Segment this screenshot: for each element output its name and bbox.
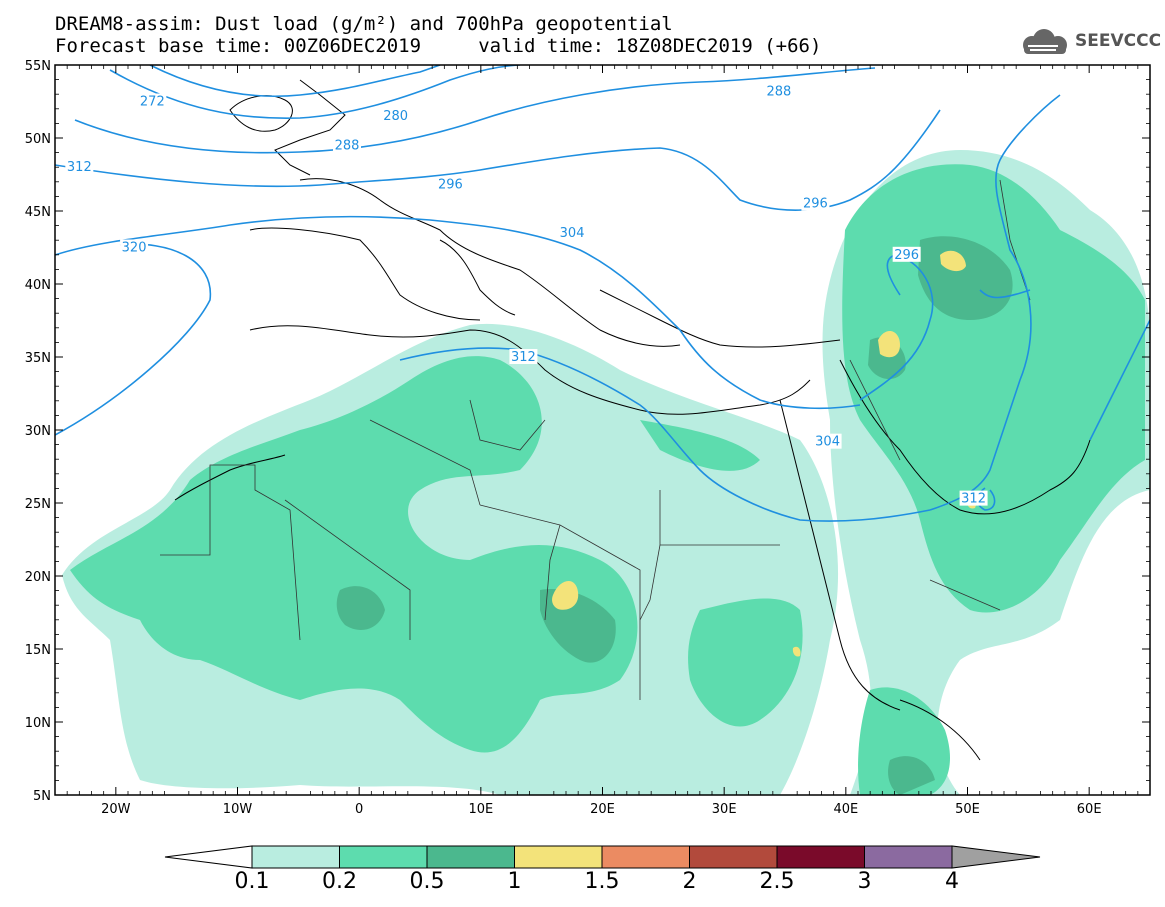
lon-tick-label: 10W bbox=[223, 802, 253, 817]
logo-text: SEEVCCC bbox=[1075, 31, 1162, 51]
contour-label-bg bbox=[892, 246, 921, 262]
lat-tick-label: 40N bbox=[25, 278, 51, 293]
contour-label: 304 bbox=[815, 435, 840, 450]
colorbar-min-arrow bbox=[164, 845, 253, 869]
contour-label: 312 bbox=[511, 350, 536, 365]
lat-tick-label: 50N bbox=[25, 132, 51, 147]
lat-tick-label: 30N bbox=[25, 424, 51, 439]
contour-label: 296 bbox=[803, 197, 828, 212]
contour-label-bg bbox=[959, 490, 988, 506]
lon-tick-label: 0 bbox=[355, 802, 363, 817]
contour-labels: 272 280 288 288 296 296 296 304 304 312 312 312 320 bbox=[65, 83, 988, 507]
contour-label-bg bbox=[436, 176, 465, 192]
colorbar-swatch bbox=[776, 845, 865, 869]
contour-label: 312 bbox=[961, 492, 986, 507]
colorbar: 0.1 0.2 0.5 1 1.5 2 2.5 3 4 bbox=[164, 845, 1041, 894]
colorbar-tick-label: 0.5 bbox=[410, 869, 445, 894]
colorbar-max-arrow bbox=[951, 845, 1041, 869]
latitude-ticks: 55N 50N 45N 40N 35N 30N 25N 20N 15N 10N 5N bbox=[25, 59, 1150, 804]
colorbar-tick-label: 1 bbox=[508, 869, 522, 894]
lon-tick-label: 20E bbox=[590, 802, 615, 817]
colorbar-tick-label: 4 bbox=[945, 869, 959, 894]
lat-tick-label: 10N bbox=[25, 716, 51, 731]
contour-label-bg bbox=[764, 83, 793, 99]
contour-label-bg bbox=[381, 108, 410, 124]
colorbar-tick-label: 2.5 bbox=[760, 869, 795, 894]
coastlines bbox=[174, 79, 1091, 761]
contour-label: 288 bbox=[767, 84, 792, 99]
lat-tick-label: 45N bbox=[25, 205, 51, 220]
map-title: DREAM8-assim: Dust load (g/m²) and 700hP… bbox=[55, 13, 673, 35]
contour-label: 320 bbox=[122, 241, 147, 256]
lon-tick-label: 40E bbox=[833, 802, 858, 817]
colorbar-swatch bbox=[864, 845, 953, 869]
colorbar-tick-label: 0.2 bbox=[322, 869, 357, 894]
dust-shading-medium bbox=[70, 164, 1145, 795]
lat-tick-label: 15N bbox=[25, 643, 51, 658]
contour-label-bg bbox=[138, 93, 167, 109]
contour-label-bg bbox=[65, 159, 94, 175]
lat-tick-label: 25N bbox=[25, 497, 51, 512]
lon-tick-label: 50E bbox=[955, 802, 980, 817]
lat-tick-label: 35N bbox=[25, 351, 51, 366]
map-subtitle: Forecast base time: 00Z06DEC2019 valid t… bbox=[55, 35, 822, 57]
lon-tick-label: 20W bbox=[101, 802, 131, 817]
colorbar-tick-label: 1.5 bbox=[585, 869, 620, 894]
contour-label-bg bbox=[558, 224, 587, 240]
longitude-ticks: 20W 10W 0 10E 20E 30E 40E 50E 60E bbox=[66, 65, 1139, 817]
colorbar-tick-label: 0.1 bbox=[235, 869, 270, 894]
country-borders bbox=[160, 179, 1031, 700]
lon-tick-label: 10E bbox=[468, 802, 493, 817]
colorbar-swatch bbox=[339, 845, 428, 869]
colorbar-tick-label: 3 bbox=[858, 869, 872, 894]
contour-label: 312 bbox=[67, 160, 92, 175]
contour-label-bg bbox=[333, 137, 361, 153]
contour-label: 304 bbox=[560, 226, 585, 241]
contour-label: 296 bbox=[894, 248, 919, 263]
lat-tick-label: 5N bbox=[33, 789, 51, 804]
contour-label: 280 bbox=[383, 109, 408, 124]
lat-tick-label: 55N bbox=[25, 59, 51, 74]
contour-label-bg bbox=[801, 195, 830, 211]
contour-label-bg bbox=[509, 349, 538, 364]
contour-label-bg bbox=[120, 239, 149, 255]
lon-tick-label: 60E bbox=[1077, 802, 1102, 817]
colorbar-swatch bbox=[601, 845, 690, 869]
colorbar-swatch bbox=[514, 845, 603, 869]
lat-tick-label: 20N bbox=[25, 570, 51, 585]
contour-label: 296 bbox=[438, 178, 463, 193]
contour-label: 272 bbox=[140, 95, 165, 110]
colorbar-swatch bbox=[251, 845, 340, 869]
lon-tick-label: 30E bbox=[712, 802, 737, 817]
contour-label: 288 bbox=[335, 138, 360, 153]
contour-label-bg bbox=[813, 433, 842, 449]
colorbar-swatch bbox=[426, 845, 515, 869]
cloud-icon bbox=[1023, 29, 1067, 54]
colorbar-tick-label: 2 bbox=[683, 869, 697, 894]
colorbar-swatch bbox=[689, 845, 778, 869]
